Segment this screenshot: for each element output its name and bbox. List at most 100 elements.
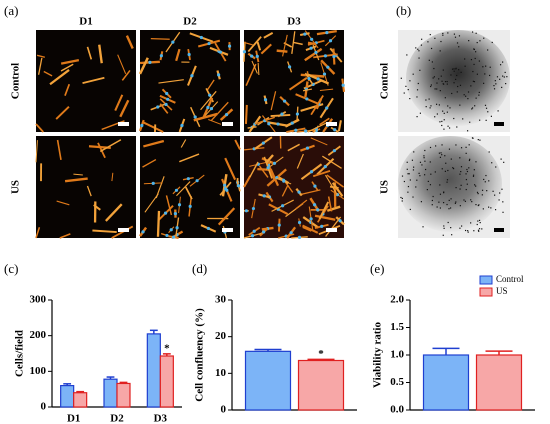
y-tick-label: 1.0 — [390, 349, 404, 361]
cell-fiber — [260, 43, 272, 55]
row-label: US — [379, 180, 391, 194]
nucleus — [195, 179, 199, 183]
speck — [497, 110, 499, 112]
cell-fiber — [193, 112, 218, 122]
speck — [492, 190, 494, 192]
speck — [454, 36, 457, 38]
y-tick-label: 0.0 — [390, 404, 404, 416]
speck — [447, 221, 449, 224]
speck — [406, 168, 408, 170]
speck — [450, 227, 452, 229]
speck — [466, 130, 469, 132]
nucleus — [217, 73, 221, 77]
nucleus — [190, 74, 194, 78]
nucleus — [224, 113, 229, 117]
cell-fiber — [125, 35, 134, 50]
cell-fiber — [302, 88, 313, 92]
speck — [442, 110, 444, 112]
speck — [489, 66, 491, 68]
cell-fiber — [251, 60, 258, 74]
speck — [440, 40, 442, 43]
speck — [471, 108, 473, 110]
speck — [416, 89, 419, 91]
speck — [434, 37, 436, 39]
speck — [473, 48, 475, 50]
speck — [409, 208, 411, 211]
cell-fiber — [291, 31, 296, 54]
nucleus — [165, 91, 169, 96]
nucleus — [309, 46, 313, 50]
speck — [429, 161, 431, 163]
speck — [482, 66, 484, 68]
nucleus — [208, 93, 212, 97]
panel-label: (e) — [370, 261, 384, 276]
cell-fiber — [245, 63, 257, 87]
speck — [472, 70, 474, 73]
cell-fiber — [304, 47, 323, 62]
speck — [464, 229, 467, 232]
cell-fiber — [243, 41, 253, 46]
cell-fiber — [56, 200, 70, 206]
speck — [506, 76, 508, 78]
bar — [103, 378, 118, 408]
cell-fiber — [312, 170, 331, 178]
speck — [460, 184, 462, 186]
nucleus — [177, 203, 182, 207]
speck — [441, 120, 443, 123]
nucleus — [309, 170, 314, 174]
cell-fiber — [217, 207, 236, 226]
speck — [453, 117, 455, 120]
nucleus — [305, 97, 309, 101]
scale-bar — [222, 228, 233, 232]
nucleus — [307, 77, 311, 81]
speck — [405, 85, 407, 87]
speck — [429, 146, 432, 149]
nucleus — [166, 97, 170, 101]
speck — [476, 73, 478, 75]
micrographs — [35, 30, 510, 239]
speck — [419, 161, 422, 163]
nucleus — [156, 105, 160, 109]
speck — [455, 68, 457, 70]
speck — [441, 144, 443, 146]
speck — [473, 63, 475, 66]
cell-fiber — [263, 32, 274, 39]
speck — [418, 50, 420, 52]
speck — [456, 42, 459, 44]
scale-bar — [494, 228, 504, 232]
speck — [475, 185, 477, 187]
cell-fiber — [318, 201, 330, 220]
speck — [478, 230, 480, 232]
speck — [476, 41, 478, 44]
nucleus — [326, 65, 330, 69]
speck — [494, 194, 496, 196]
speck — [484, 104, 487, 106]
speck — [478, 94, 480, 96]
speck — [434, 171, 436, 173]
speck — [485, 174, 487, 177]
speck — [460, 71, 462, 73]
speck — [456, 126, 458, 128]
spheroid — [406, 30, 510, 126]
speck — [502, 201, 504, 203]
speck — [501, 86, 503, 89]
speck — [476, 223, 478, 226]
speck — [474, 184, 476, 186]
cell-fiber — [282, 34, 288, 57]
nucleus — [322, 72, 327, 76]
speck — [447, 125, 449, 127]
nucleus — [289, 231, 293, 235]
speck — [477, 204, 479, 207]
cell-fiber — [156, 210, 161, 237]
speck — [442, 69, 444, 71]
cell-fiber — [314, 214, 336, 221]
nucleus — [341, 83, 345, 87]
speck — [474, 105, 476, 107]
cell-fiber — [302, 226, 312, 232]
cell-fiber — [175, 48, 181, 62]
speck — [479, 40, 481, 42]
row-label: Control — [10, 63, 22, 99]
cell-fiber — [86, 46, 93, 60]
cell-fiber — [257, 62, 260, 76]
speck — [460, 171, 462, 173]
